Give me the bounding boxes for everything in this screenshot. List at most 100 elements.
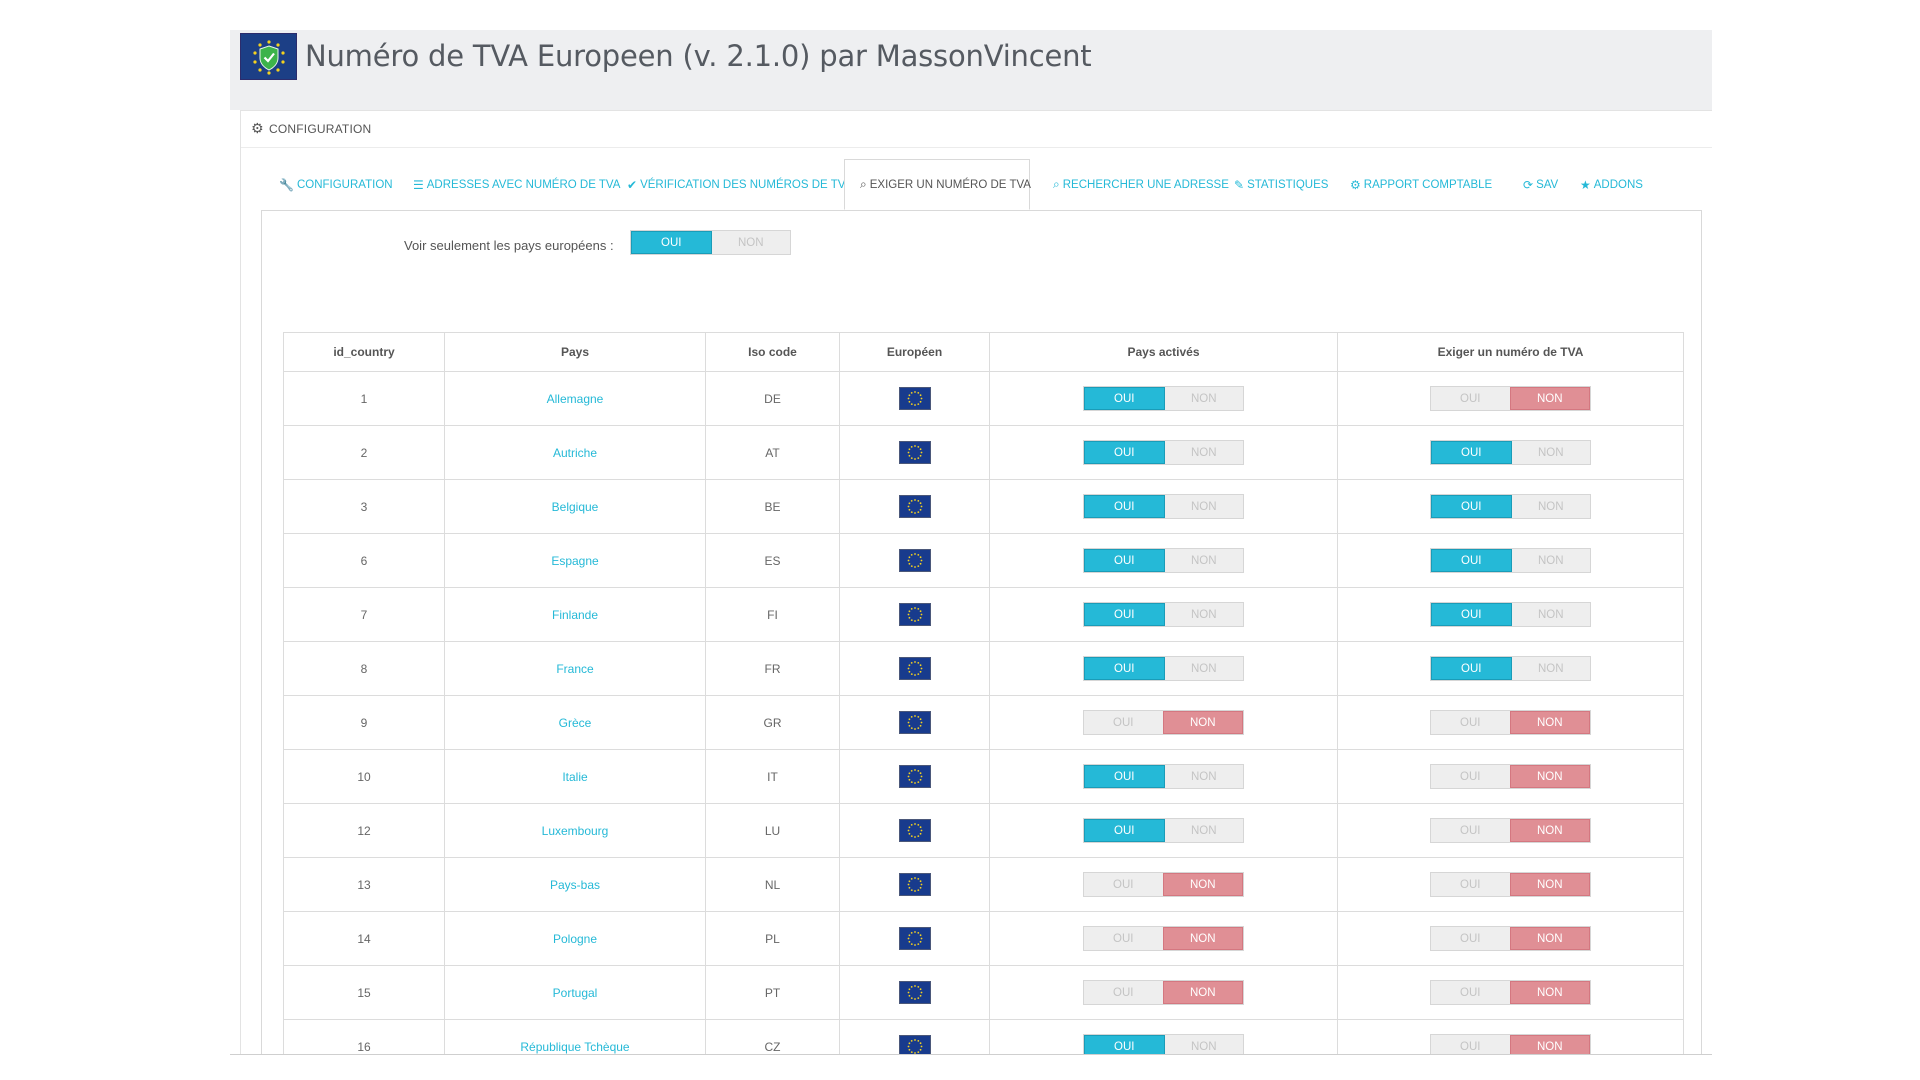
exiger-tva-switch-yes-option[interactable]: OUI — [1431, 1035, 1510, 1055]
exiger-tva-switch-yes-option[interactable]: OUI — [1431, 441, 1512, 464]
country-link[interactable]: Luxembourg — [541, 823, 609, 838]
country-link[interactable]: République Tchèque — [520, 1039, 630, 1054]
column-header-pays[interactable]: Pays — [444, 332, 706, 372]
pays-active-switch-no-option[interactable]: NON — [1164, 603, 1243, 626]
pays-active-switch-no-option[interactable]: NON — [1164, 657, 1243, 680]
pays-active-switch[interactable]: OUI NON — [1083, 440, 1244, 465]
exiger-tva-switch-yes-option[interactable]: OUI — [1431, 981, 1510, 1004]
pays-active-switch-yes-option[interactable]: OUI — [1084, 603, 1165, 626]
exiger-tva-switch[interactable]: OUI NON — [1430, 656, 1591, 681]
pays-active-switch-no-option[interactable]: NON — [1164, 387, 1243, 410]
country-link[interactable]: Pays-bas — [549, 877, 601, 892]
pays-active-switch[interactable]: OUI NON — [1083, 656, 1244, 681]
pays-active-switch[interactable]: OUI NON — [1083, 1034, 1244, 1055]
pays-active-switch-no-option[interactable]: NON — [1164, 765, 1243, 788]
exiger-tva-switch-yes-option[interactable]: OUI — [1431, 495, 1512, 518]
pays-active-switch-yes-option[interactable]: OUI — [1084, 711, 1163, 734]
pays-active-switch[interactable]: OUI NON — [1083, 494, 1244, 519]
exiger-tva-switch-no-option[interactable]: NON — [1509, 927, 1590, 950]
column-header-pays-actives[interactable]: Pays activés — [989, 332, 1338, 372]
tab-rapport-comptable[interactable]: ⚙ RAPPORT COMPTABLE — [1350, 159, 1492, 210]
pays-active-switch-yes-option[interactable]: OUI — [1084, 495, 1165, 518]
country-link[interactable]: Pologne — [552, 931, 598, 946]
pays-active-switch[interactable]: OUI NON — [1083, 926, 1244, 951]
pays-active-switch-yes-option[interactable]: OUI — [1084, 549, 1165, 572]
exiger-tva-switch-yes-option[interactable]: OUI — [1431, 603, 1512, 626]
exiger-tva-switch-yes-option[interactable]: OUI — [1431, 711, 1510, 734]
exiger-tva-switch[interactable]: OUI NON — [1430, 548, 1591, 573]
tab-exiger-un-numero-de-tva[interactable]: ⌕ EXIGER UN NUMÉRO DE TVA — [844, 159, 1031, 210]
country-link[interactable]: Autriche — [552, 445, 598, 460]
exiger-tva-switch-no-option[interactable]: NON — [1509, 711, 1590, 734]
tab-configuration[interactable]: 🔧 CONFIGURATION — [279, 159, 393, 210]
pays-active-switch[interactable]: OUI NON — [1083, 548, 1244, 573]
pays-active-switch-yes-option[interactable]: OUI — [1084, 819, 1165, 842]
pays-active-switch-no-option[interactable]: NON — [1164, 495, 1243, 518]
exiger-tva-switch-yes-option[interactable]: OUI — [1431, 387, 1510, 410]
european-only-switch[interactable]: OUI NON — [630, 230, 791, 255]
column-header-exiger-tva[interactable]: Exiger un numéro de TVA — [1337, 332, 1684, 372]
exiger-tva-switch[interactable]: OUI NON — [1430, 440, 1591, 465]
country-link[interactable]: Espagne — [551, 553, 599, 568]
country-link[interactable]: Belgique — [551, 499, 599, 514]
tab-sav[interactable]: ⟳ SAV — [1523, 159, 1558, 210]
exiger-tva-switch-yes-option[interactable]: OUI — [1431, 549, 1512, 572]
exiger-tva-switch-no-option[interactable]: NON — [1509, 819, 1590, 842]
pays-active-switch[interactable]: OUI NON — [1083, 818, 1244, 843]
pays-active-switch-no-option[interactable]: NON — [1164, 819, 1243, 842]
country-link[interactable]: Portugal — [552, 985, 598, 1000]
exiger-tva-switch-no-option[interactable]: NON — [1511, 549, 1590, 572]
pays-active-switch-no-option[interactable]: NON — [1162, 873, 1243, 896]
column-header-iso-code[interactable]: Iso code — [705, 332, 840, 372]
country-link[interactable]: Italie — [562, 769, 588, 784]
column-header-id-country[interactable]: id_country — [283, 332, 445, 372]
exiger-tva-switch-no-option[interactable]: NON — [1509, 765, 1590, 788]
tab-rechercher-une-adresse[interactable]: ⌕ RECHERCHER UNE ADRESSE — [1053, 159, 1229, 210]
pays-active-switch[interactable]: OUI NON — [1083, 386, 1244, 411]
exiger-tva-switch-yes-option[interactable]: OUI — [1431, 873, 1510, 896]
pays-active-switch-no-option[interactable]: NON — [1162, 711, 1243, 734]
exiger-tva-switch[interactable]: OUI NON — [1430, 764, 1591, 789]
pays-active-switch-no-option[interactable]: NON — [1162, 981, 1243, 1004]
tab-verification-des-numeros-de-tva[interactable]: ✔ VÉRIFICATION DES NUMÉROS DE TVA — [627, 159, 852, 210]
exiger-tva-switch[interactable]: OUI NON — [1430, 926, 1591, 951]
exiger-tva-switch-no-option[interactable]: NON — [1509, 981, 1590, 1004]
pays-active-switch-yes-option[interactable]: OUI — [1084, 927, 1163, 950]
pays-active-switch-yes-option[interactable]: OUI — [1084, 387, 1165, 410]
exiger-tva-switch-no-option[interactable]: NON — [1511, 441, 1590, 464]
pays-active-switch-no-option[interactable]: NON — [1164, 441, 1243, 464]
exiger-tva-switch[interactable]: OUI NON — [1430, 818, 1591, 843]
pays-active-switch-no-option[interactable]: NON — [1162, 927, 1243, 950]
pays-active-switch-yes-option[interactable]: OUI — [1084, 1035, 1165, 1055]
exiger-tva-switch-no-option[interactable]: NON — [1511, 495, 1590, 518]
country-link[interactable]: Finlande — [551, 607, 599, 622]
tab-statistiques[interactable]: ✎ STATISTIQUES — [1234, 159, 1328, 210]
exiger-tva-switch-yes-option[interactable]: OUI — [1431, 927, 1510, 950]
tab-addons[interactable]: ★ ADDONS — [1580, 159, 1643, 210]
exiger-tva-switch[interactable]: OUI NON — [1430, 494, 1591, 519]
pays-active-switch-yes-option[interactable]: OUI — [1084, 765, 1165, 788]
pays-active-switch[interactable]: OUI NON — [1083, 980, 1244, 1005]
country-link[interactable]: Allemagne — [546, 391, 604, 406]
pays-active-switch[interactable]: OUI NON — [1083, 764, 1244, 789]
exiger-tva-switch[interactable]: OUI NON — [1430, 980, 1591, 1005]
pays-active-switch-no-option[interactable]: NON — [1164, 549, 1243, 572]
country-link[interactable]: France — [556, 661, 594, 676]
tab-adresses-avec-numero-de-tva[interactable]: ☰ ADRESSES AVEC NUMÉRO DE TVA — [413, 159, 620, 210]
exiger-tva-switch-no-option[interactable]: NON — [1511, 657, 1590, 680]
european-only-yes-option[interactable]: OUI — [631, 231, 712, 254]
exiger-tva-switch[interactable]: OUI NON — [1430, 872, 1591, 897]
pays-active-switch[interactable]: OUI NON — [1083, 872, 1244, 897]
column-header-europeen[interactable]: Européen — [839, 332, 990, 372]
exiger-tva-switch-no-option[interactable]: NON — [1509, 873, 1590, 896]
exiger-tva-switch[interactable]: OUI NON — [1430, 602, 1591, 627]
pays-active-switch-yes-option[interactable]: OUI — [1084, 441, 1165, 464]
exiger-tva-switch[interactable]: OUI NON — [1430, 710, 1591, 735]
exiger-tva-switch-yes-option[interactable]: OUI — [1431, 819, 1510, 842]
exiger-tva-switch-no-option[interactable]: NON — [1511, 603, 1590, 626]
exiger-tva-switch-yes-option[interactable]: OUI — [1431, 657, 1512, 680]
pays-active-switch-yes-option[interactable]: OUI — [1084, 657, 1165, 680]
pays-active-switch-yes-option[interactable]: OUI — [1084, 873, 1163, 896]
exiger-tva-switch-no-option[interactable]: NON — [1509, 387, 1590, 410]
pays-active-switch-no-option[interactable]: NON — [1164, 1035, 1243, 1055]
